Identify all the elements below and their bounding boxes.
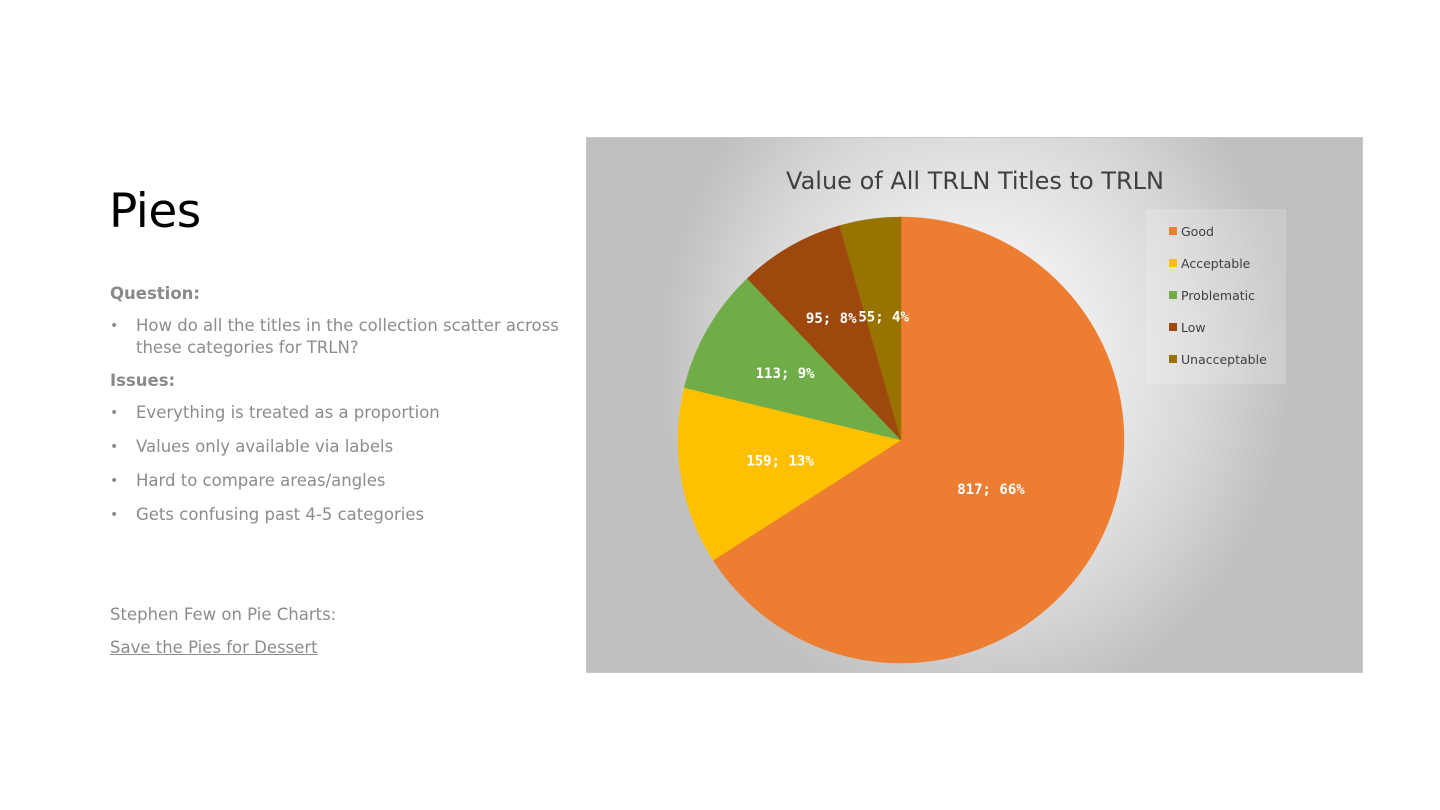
dessert-article-link[interactable]: Save the Pies for Dessert [110,638,318,657]
pie-slice-acceptable [677,387,902,561]
legend-swatch-acceptable [1169,259,1177,267]
list-item: • Gets confusing past 4-5 categories [110,504,560,526]
pie-slice-labels: 817; 66% 159; 13% 113; 9% 95; 8% 55; 4% [746,309,1025,498]
chart-legend: Good Acceptable Problematic Low Unacceptable [1146,209,1286,384]
legend-label-acceptable: Acceptable [1181,256,1251,271]
legend-label-good: Good [1181,224,1214,239]
issues-heading: Issues: [110,371,176,390]
text-block: Question: • How do all the titles in the… [110,283,560,526]
legend-swatch-low [1169,323,1177,331]
pie-chart: Value of All TRLN Titles to TRLN 817; 66… [586,137,1363,673]
list-item: • How do all the titles in the collectio… [110,315,560,359]
legend-swatch-good [1169,227,1177,235]
list-item: • Everything is treated as a proportion [110,402,560,424]
bullet-icon: • [110,318,119,334]
bullet-icon: • [110,405,119,421]
slice-label-problematic: 113; 9% [756,366,816,382]
bullet-icon: • [110,507,119,523]
list-item: • Hard to compare areas/angles [110,470,560,492]
chart-title: Value of All TRLN Titles to TRLN [786,167,1164,195]
bullet-icon: • [110,439,119,455]
pie-slice-good [712,216,1125,664]
pie-slice-problematic [683,278,902,441]
slice-label-low: 95; 8% [806,311,857,327]
slide-title: Pies [109,184,201,239]
legend-swatch-unacceptable [1169,355,1177,363]
slice-label-good: 817; 66% [957,482,1025,498]
bullet-icon: • [110,473,119,489]
issue-text: Everything is treated as a proportion [136,403,440,422]
slice-label-unacceptable: 55; 4% [858,309,909,325]
pie-chart-svg: Value of All TRLN Titles to TRLN 817; 66… [677,167,1286,664]
legend-label-low: Low [1181,320,1206,335]
credit-text: Stephen Few on Pie Charts: [110,605,337,624]
pie-slices [677,216,1125,664]
slice-label-acceptable: 159; 13% [746,453,814,469]
legend-label-problematic: Problematic [1181,288,1255,303]
question-heading: Question: [110,284,201,303]
legend-swatch-problematic [1169,291,1177,299]
issue-text: Hard to compare areas/angles [136,471,386,490]
pie-slice-unacceptable [839,216,902,441]
legend-label-unacceptable: Unacceptable [1181,352,1267,367]
pie-slice-low [746,225,902,441]
issue-text: Values only available via labels [136,437,394,456]
issue-text: Gets confusing past 4-5 categories [136,505,425,524]
question-list: • How do all the titles in the collectio… [110,315,560,359]
issues-list: • Everything is treated as a proportion … [110,402,560,526]
question-text: How do all the titles in the collection … [136,316,559,357]
list-item: • Values only available via labels [110,436,560,458]
